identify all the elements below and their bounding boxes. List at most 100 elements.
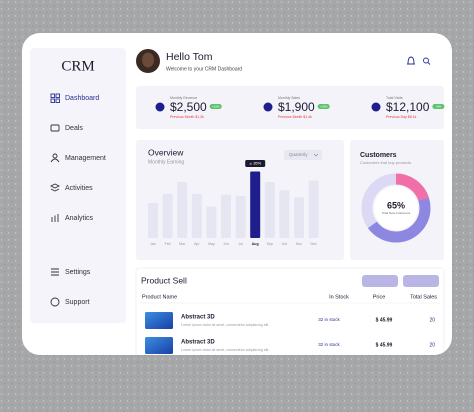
greeting-subtitle: Welcome to your CRM Dashboard xyxy=(166,66,242,72)
product-name: Abstract 3D xyxy=(181,340,215,346)
bar xyxy=(221,194,231,238)
table-header: Price xyxy=(373,294,386,300)
avatar-face xyxy=(142,52,154,68)
stat-label: Total Visits xyxy=(386,96,403,100)
nav-item[interactable]: Support xyxy=(65,299,90,306)
bar xyxy=(162,193,173,238)
stat-badge-label: +15% xyxy=(212,104,220,108)
bar xyxy=(206,206,217,238)
total-sales: 20 xyxy=(429,317,435,323)
stat-badge xyxy=(209,104,222,109)
table-header: Product Name xyxy=(142,294,177,300)
nav-item[interactable]: Deals xyxy=(65,125,83,132)
nav: Dashboard Deals Management Activities Analyt… xyxy=(49,93,106,307)
total-sales: 20 xyxy=(429,342,435,348)
donut: 65%Total New Customers xyxy=(361,173,431,243)
logo: CRM xyxy=(61,58,94,74)
nav-icon xyxy=(50,98,55,103)
nav-icon xyxy=(55,98,60,103)
stock: 32 in stock xyxy=(318,342,340,347)
bar xyxy=(191,193,202,238)
x-tick-label: Oct xyxy=(282,242,287,246)
product-name: Abstract 3D xyxy=(181,315,215,321)
x-tick-label: Jan xyxy=(150,242,156,246)
product-description: Lorem ipsum dolor sit amet, consectetur … xyxy=(181,348,269,352)
product-title: Product Sell xyxy=(141,275,187,285)
x-tick-label: Mar xyxy=(179,242,186,246)
stat-label: Monthly Sales xyxy=(278,96,300,100)
tooltip-label: 35% xyxy=(253,161,261,166)
nav-icon xyxy=(55,93,60,98)
stat-value: $2,500 xyxy=(170,100,207,114)
filter-button[interactable] xyxy=(362,275,398,287)
stat-value: $1,900 xyxy=(278,100,315,114)
nav-item[interactable]: Activities xyxy=(65,185,93,192)
greeting: Hello Tom xyxy=(166,51,213,63)
x-tick-label: Sep xyxy=(267,242,273,246)
x-tick-label: Apr xyxy=(194,242,200,246)
product-description: Lorem ipsum dolor sit amet, consectetur … xyxy=(181,323,269,327)
donut-center xyxy=(374,186,418,230)
nav-item[interactable]: Settings xyxy=(65,269,91,276)
table-header: Total Sales xyxy=(410,294,437,300)
stat-badge-label: +8% xyxy=(435,104,441,108)
bar-chart: Jan Feb Mar Apr May Jun Jul Aug 35% Sep Oct Nov Dec xyxy=(148,160,319,246)
overview-title: Overview xyxy=(148,147,184,157)
tooltip xyxy=(245,160,266,167)
stat-badge xyxy=(432,104,445,109)
dropdown-caret xyxy=(313,153,319,157)
x-tick-label: Jul xyxy=(238,242,243,246)
x-tick-label: Feb xyxy=(165,242,171,246)
donut-label: Total New Customers xyxy=(382,211,411,215)
bar xyxy=(250,171,261,238)
nav-icon xyxy=(50,158,60,163)
customers-subtitle: Customers that buy products xyxy=(360,160,411,165)
stat-icon xyxy=(263,102,273,112)
nav-icon xyxy=(52,153,58,159)
dropdown-label: Quarterly xyxy=(289,152,308,157)
bar xyxy=(308,180,319,238)
bar xyxy=(148,203,158,238)
bar xyxy=(264,182,275,238)
stat-badge-label: +10% xyxy=(320,104,328,108)
nav-icon xyxy=(49,183,61,192)
stat-note: Previous Month $1.4k xyxy=(278,115,312,119)
table-header: In Stock xyxy=(329,294,349,300)
stock: 32 in stock xyxy=(318,317,340,322)
price: $ 45.99 xyxy=(376,342,393,348)
x-tick-label: Nov xyxy=(296,242,302,246)
stats: Monthly Revenue$2,500 +15% Previous Month … xyxy=(155,96,445,119)
price: $ 45.99 xyxy=(376,317,393,323)
stat-label: Monthly Revenue xyxy=(170,96,197,100)
stat-badge xyxy=(317,104,330,109)
content: CRM Dashboard Deals Management Activities An… xyxy=(30,48,445,355)
dropdown[interactable] xyxy=(284,150,322,160)
donut-segment xyxy=(361,173,431,243)
bar xyxy=(177,182,188,238)
bar xyxy=(235,196,246,238)
sidebar xyxy=(30,48,126,323)
bell-icon[interactable] xyxy=(407,56,415,65)
nav-item[interactable]: Analytics xyxy=(65,215,94,222)
stat-note: Previous Day $8.1k xyxy=(386,115,417,119)
product-panel xyxy=(135,267,445,355)
stat-value: $12,100 xyxy=(386,100,430,114)
nav-icon xyxy=(50,297,60,307)
sort-button[interactable] xyxy=(403,275,439,287)
product-table: Product Name In Stock Price Total Sales Abst… xyxy=(140,294,440,354)
search-icon[interactable] xyxy=(423,57,431,65)
stat-icon xyxy=(371,102,381,112)
x-tick-label: Jun xyxy=(223,242,229,246)
bar xyxy=(279,190,290,238)
x-tick-label: May xyxy=(208,242,215,246)
donut-value: 65% xyxy=(387,200,405,210)
x-tick-label: Dec xyxy=(310,242,316,246)
nav-icon xyxy=(50,124,60,132)
overview-subtitle: Monthly Earning xyxy=(148,159,184,165)
stat-note: Previous Month $1.2k xyxy=(170,115,204,119)
nav-item[interactable]: Dashboard xyxy=(65,95,99,102)
nav-item[interactable]: Management xyxy=(65,155,106,162)
x-tick-label: Aug xyxy=(252,242,259,246)
product-thumbnail xyxy=(145,312,173,329)
